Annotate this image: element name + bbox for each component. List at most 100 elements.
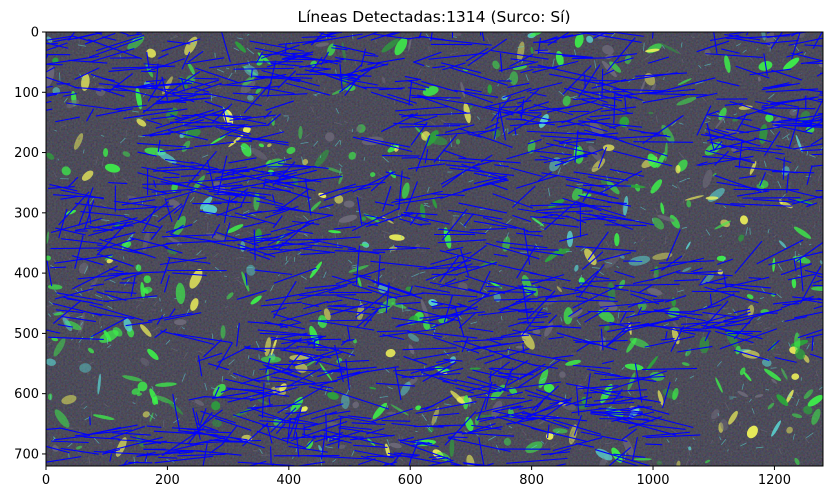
detected-line bbox=[526, 82, 563, 92]
detected-line bbox=[510, 405, 524, 410]
leaf-patch bbox=[793, 226, 812, 239]
detected-line bbox=[522, 284, 529, 325]
detected-line bbox=[766, 32, 773, 34]
leaf-patch bbox=[597, 309, 615, 323]
residue-stroke bbox=[805, 432, 814, 439]
residue-stroke bbox=[147, 287, 150, 290]
detected-line bbox=[372, 33, 411, 40]
leaf-patch bbox=[422, 86, 439, 97]
residue-stroke bbox=[330, 372, 334, 375]
detected-line bbox=[500, 325, 554, 337]
detected-line bbox=[575, 200, 626, 217]
residue-stroke bbox=[343, 120, 349, 124]
detected-line bbox=[517, 316, 549, 320]
residue-stroke bbox=[292, 456, 294, 459]
detected-line bbox=[638, 397, 661, 403]
leaf-patch bbox=[137, 381, 148, 392]
detected-line bbox=[736, 190, 770, 197]
leaf-patch bbox=[737, 390, 749, 398]
residue-stroke bbox=[410, 218, 415, 224]
residue-stroke bbox=[522, 430, 527, 436]
detected-line bbox=[52, 302, 102, 317]
y-tick-label: 500 bbox=[14, 327, 39, 342]
detected-line bbox=[259, 241, 319, 249]
leaf-patch bbox=[538, 368, 549, 388]
detected-line bbox=[86, 10, 124, 16]
residue-stroke bbox=[427, 186, 430, 193]
residue-stroke bbox=[193, 192, 196, 195]
detected-line bbox=[217, 345, 251, 363]
x-tick-label: 1200 bbox=[758, 473, 791, 488]
detected-line bbox=[795, 107, 800, 125]
residue-stroke bbox=[119, 54, 122, 58]
residue-stroke bbox=[636, 175, 639, 177]
residue-stroke bbox=[759, 297, 765, 300]
detected-line bbox=[562, 197, 602, 212]
detected-line bbox=[268, 397, 271, 406]
leaf-patch bbox=[73, 133, 84, 150]
detected-line bbox=[734, 240, 763, 274]
detected-line bbox=[205, 431, 232, 434]
leaf-patch bbox=[754, 394, 764, 398]
detected-line bbox=[492, 193, 534, 209]
detected-line bbox=[650, 257, 704, 272]
residue-stroke bbox=[160, 308, 163, 312]
residue-stroke bbox=[770, 397, 775, 403]
leaf-patch bbox=[811, 286, 823, 291]
residue-stroke bbox=[230, 374, 237, 379]
detected-line bbox=[721, 48, 740, 54]
detected-line bbox=[323, 189, 354, 201]
residue-stroke bbox=[557, 167, 561, 175]
residue-stroke bbox=[625, 121, 628, 131]
detected-line bbox=[454, 379, 510, 392]
residue-stroke bbox=[666, 439, 670, 443]
detected-line bbox=[731, 37, 771, 46]
detected-line bbox=[793, 258, 797, 272]
detected-line bbox=[582, 186, 593, 203]
leaf-patch bbox=[104, 163, 121, 173]
detected-line bbox=[425, 263, 473, 281]
detected-line bbox=[200, 410, 236, 424]
detected-line bbox=[611, 411, 655, 422]
detected-line bbox=[108, 73, 134, 92]
detected-line bbox=[476, 354, 495, 361]
detected-line bbox=[465, 47, 489, 62]
detected-line bbox=[272, 280, 297, 319]
detected-line bbox=[787, 273, 816, 281]
residue-stroke bbox=[195, 357, 197, 363]
detected-line bbox=[419, 311, 485, 319]
detected-line bbox=[780, 14, 820, 27]
detected-line bbox=[473, 342, 509, 350]
detected-line bbox=[799, 265, 822, 304]
x-tick-label: 200 bbox=[155, 473, 180, 488]
detected-line bbox=[578, 194, 632, 207]
residue-stroke bbox=[313, 94, 318, 97]
leaf-patch bbox=[428, 299, 438, 307]
detected-line bbox=[271, 462, 274, 466]
detected-line bbox=[539, 155, 567, 164]
residue-stroke bbox=[213, 252, 220, 258]
detected-line bbox=[327, 304, 347, 307]
detected-line bbox=[266, 60, 277, 97]
leaf-patch bbox=[53, 338, 66, 357]
detected-line bbox=[382, 185, 392, 212]
detected-line bbox=[502, 355, 538, 367]
residue-stroke bbox=[626, 127, 628, 132]
x-axis: 0 200 400 600 800 1000 1200 bbox=[42, 466, 791, 488]
detected-line bbox=[604, 224, 647, 227]
detected-line bbox=[696, 92, 718, 99]
detected-line bbox=[26, 17, 45, 18]
detected-line bbox=[387, 32, 403, 37]
residue-stroke bbox=[671, 121, 677, 127]
detected-line bbox=[361, 136, 411, 148]
leaf-patch bbox=[558, 248, 570, 255]
residue-stroke bbox=[777, 180, 782, 188]
detected-line bbox=[260, 44, 300, 59]
detected-line bbox=[738, 175, 757, 179]
residue-stroke bbox=[206, 243, 209, 246]
detected-line bbox=[799, 259, 804, 292]
residue-stroke bbox=[224, 305, 229, 309]
detected-line bbox=[476, 396, 487, 421]
detected-line bbox=[429, 281, 487, 295]
detected-line bbox=[589, 279, 617, 282]
